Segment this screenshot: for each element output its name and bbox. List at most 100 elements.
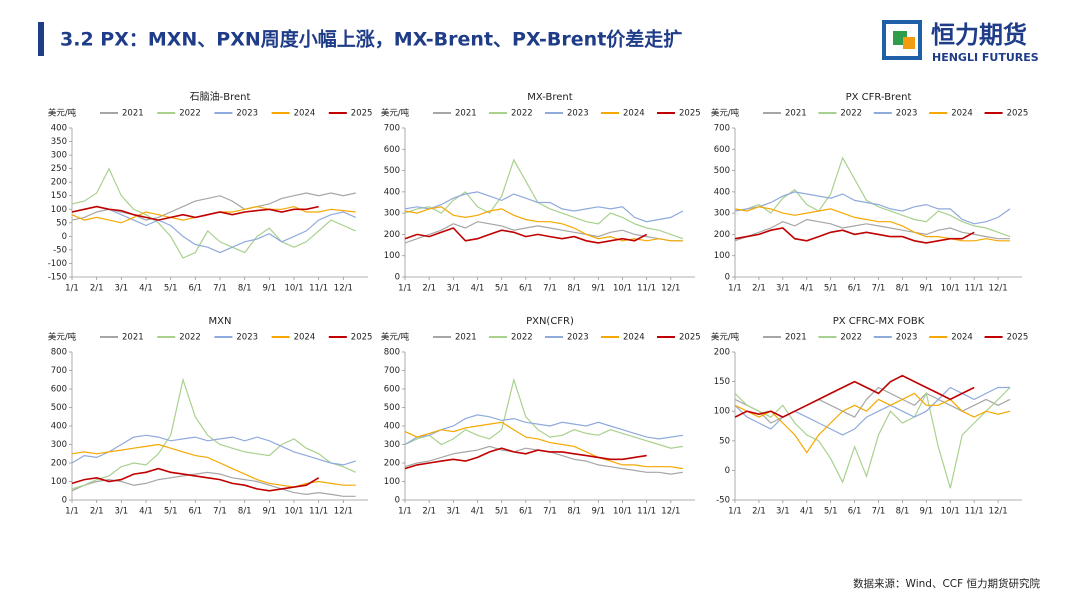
y-tick-label: 200 — [384, 459, 400, 469]
y-tick-label: 400 — [384, 422, 400, 432]
x-tick-label: 6/1 — [188, 284, 202, 294]
legend-label: 2021 — [785, 109, 807, 119]
x-tick-label: 2/1 — [90, 507, 104, 517]
series-line — [71, 205, 319, 221]
series-line — [734, 386, 1010, 436]
x-tick-label: 10/1 — [613, 284, 632, 294]
y-tick-label: 200 — [714, 230, 730, 240]
y-tick-label: 100 — [51, 205, 67, 215]
y-tick-label: 200 — [714, 348, 730, 358]
y-tick-label: 400 — [51, 124, 67, 134]
y-tick-label: 150 — [51, 191, 67, 201]
legend-label: 2025 — [1007, 109, 1029, 119]
series-line — [734, 218, 1010, 242]
y-tick-label: 150 — [714, 377, 730, 387]
y-axis-label: 美元/吨 — [48, 108, 77, 119]
y-tick-label: 300 — [384, 440, 400, 450]
x-tick-label: 9/1 — [262, 284, 276, 294]
legend-label: 2024 — [294, 109, 316, 119]
x-tick-label: 9/1 — [919, 284, 933, 294]
series-line — [404, 421, 683, 470]
x-tick-label: 7/1 — [213, 284, 227, 294]
x-tick-label: 6/1 — [848, 284, 862, 294]
chart-title: MXN — [209, 316, 232, 327]
series-line — [71, 167, 356, 259]
y-tick-label: 0 — [395, 273, 400, 283]
x-tick-label: 8/1 — [567, 284, 581, 294]
x-tick-label: 9/1 — [591, 507, 605, 517]
x-tick-label: 10/1 — [284, 284, 303, 294]
x-tick-label: 3/1 — [776, 284, 790, 294]
x-tick-label: 5/1 — [164, 284, 178, 294]
y-tick-label: 200 — [51, 459, 67, 469]
source-note: 数据来源：Wind、CCF 恒力期货研究院 — [853, 577, 1040, 590]
x-tick-label: 6/1 — [848, 507, 862, 517]
y-tick-label: 100 — [714, 407, 730, 417]
y-tick-label: 400 — [384, 187, 400, 197]
series-line — [71, 192, 356, 221]
x-tick-label: 7/1 — [543, 507, 557, 517]
y-tick-label: 100 — [714, 251, 730, 261]
series-line — [71, 205, 356, 224]
chart-title: MX-Brent — [527, 92, 572, 103]
series-line — [71, 471, 356, 497]
y-tick-label: -50 — [53, 245, 67, 255]
legend-label: 2024 — [623, 333, 645, 343]
x-tick-label: 10/1 — [941, 284, 960, 294]
legend-label: 2023 — [896, 109, 918, 119]
chart-title: PX CFR-Brent — [846, 92, 912, 103]
x-tick-label: 11/1 — [965, 284, 984, 294]
y-tick-label: 700 — [714, 124, 730, 134]
y-tick-label: 100 — [384, 477, 400, 487]
y-tick-label: 0 — [395, 496, 400, 506]
y-tick-label: -100 — [48, 259, 67, 269]
x-tick-label: 3/1 — [114, 284, 128, 294]
slide-title: 3.2 PX：MXN、PXN周度小幅上涨，MX-Brent、PX-Brent价差… — [60, 28, 682, 51]
y-tick-label: 600 — [51, 385, 67, 395]
x-tick-label: 5/1 — [824, 507, 838, 517]
series-line — [71, 434, 356, 466]
x-tick-label: 8/1 — [896, 284, 910, 294]
y-tick-label: 0 — [62, 496, 67, 506]
x-tick-label: 1/1 — [398, 284, 412, 294]
x-tick-label: 12/1 — [661, 507, 680, 517]
y-tick-label: 100 — [384, 251, 400, 261]
title-accent — [38, 22, 44, 56]
y-axis-label: 美元/吨 — [381, 108, 410, 119]
x-tick-label: 12/1 — [334, 284, 353, 294]
y-tick-label: 100 — [51, 477, 67, 487]
legend-label: 2023 — [236, 109, 258, 119]
y-tick-label: 0 — [62, 232, 67, 242]
y-axis-label: 美元/吨 — [711, 108, 740, 119]
series-line — [734, 387, 1011, 489]
x-tick-label: 10/1 — [941, 507, 960, 517]
series-line — [71, 205, 356, 254]
logo-frame — [882, 20, 922, 60]
x-tick-label: 2/1 — [752, 507, 766, 517]
y-axis-label: 美元/吨 — [711, 332, 740, 343]
x-tick-label: 12/1 — [989, 284, 1008, 294]
series-line — [734, 206, 1010, 242]
legend-label: 2022 — [179, 333, 201, 343]
y-tick-label: 600 — [384, 145, 400, 155]
series-line — [404, 447, 647, 470]
series-line — [734, 227, 975, 244]
x-tick-label: 8/1 — [238, 507, 252, 517]
chart-panel: PX CFR-Brent 美元/吨 2021 2022 2023 2024 2025 0 100… — [711, 92, 1028, 294]
x-tick-label: 6/1 — [519, 284, 533, 294]
x-tick-label: 7/1 — [213, 507, 227, 517]
x-tick-label: 2/1 — [752, 284, 766, 294]
y-tick-label: 800 — [384, 348, 400, 358]
x-tick-label: 8/1 — [896, 507, 910, 517]
x-tick-label: 3/1 — [776, 507, 790, 517]
legend-label: 2023 — [236, 333, 258, 343]
y-tick-label: 800 — [51, 348, 67, 358]
x-tick-label: 10/1 — [284, 507, 303, 517]
legend-label: 2023 — [567, 333, 589, 343]
series-line — [734, 191, 1011, 225]
y-tick-label: -150 — [48, 273, 67, 283]
legend-label: 2024 — [623, 109, 645, 119]
x-tick-label: 12/1 — [989, 507, 1008, 517]
legend-label: 2021 — [122, 109, 144, 119]
y-axis-label: 美元/吨 — [48, 332, 77, 343]
